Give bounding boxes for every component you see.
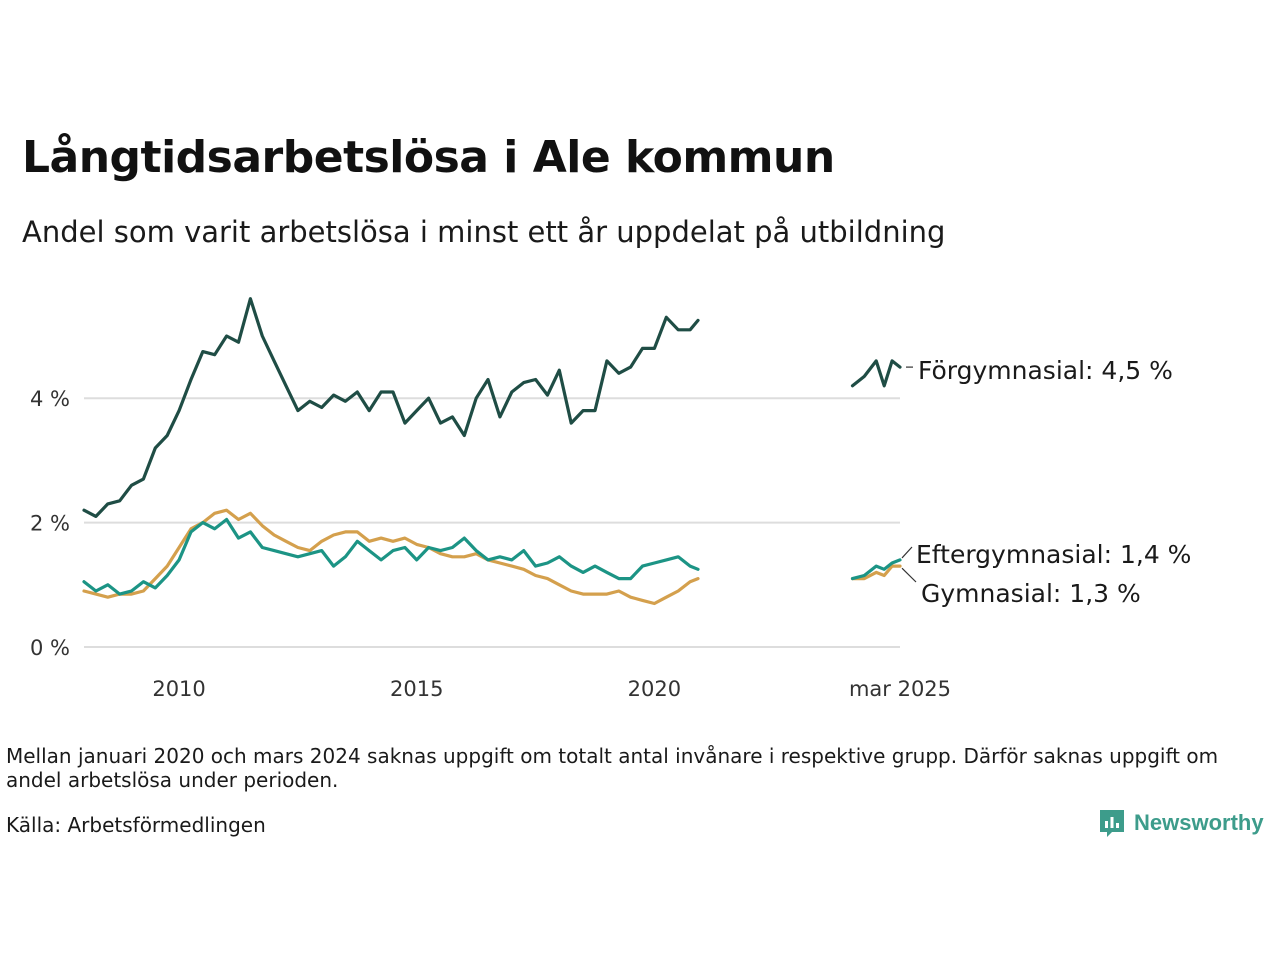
label-layer: Förgymnasial: 4,5 % Eftergymnasial: 1,4 %… — [901, 356, 1191, 608]
chart-title: Långtidsarbetslösa i Ale kommun — [22, 132, 835, 183]
brand-logo: Newsworthy — [1098, 808, 1264, 838]
leader-line — [901, 567, 917, 583]
line-chart: Förgymnasial: 4,5 % Eftergymnasial: 1,4 %… — [30, 297, 1191, 701]
y-tick-label: 2 % — [30, 512, 70, 536]
footnote: Mellan januari 2020 och mars 2024 saknas… — [6, 744, 1219, 792]
leader-line — [901, 546, 913, 559]
source-note: Källa: Arbetsförmedlingen — [6, 813, 266, 837]
series-line-gymnasial — [82, 508, 700, 606]
y-tick-label: 4 % — [30, 387, 70, 411]
series-line-gymnasial — [850, 564, 902, 581]
series-line-forgymnasial — [82, 297, 700, 518]
y-tick-label: 0 % — [30, 636, 70, 660]
brand-name: Newsworthy — [1134, 810, 1264, 835]
series-line-eftergymnasial — [82, 517, 700, 596]
series-line-eftergymnasial — [850, 558, 902, 581]
end-label-eftergymnasial: Eftergymnasial: 1,4 % — [916, 540, 1191, 569]
x-tick-label: 2020 — [628, 677, 681, 701]
x-tick-label: 2010 — [152, 677, 205, 701]
x-tick-label: 2015 — [390, 677, 443, 701]
end-label-forgymnasial: Förgymnasial: 4,5 % — [918, 356, 1173, 385]
x-tick-label: mar 2025 — [849, 677, 951, 701]
grid-layer — [84, 397, 900, 648]
axis-layer: 0 % 2 % 4 % 2010 2015 2020 mar 2025 — [30, 387, 951, 701]
newsworthy-icon — [1100, 810, 1124, 837]
series-layer — [82, 297, 902, 606]
end-label-gymnasial: Gymnasial: 1,3 % — [921, 579, 1141, 608]
chart-subtitle: Andel som varit arbetslösa i minst ett å… — [22, 215, 946, 249]
series-line-forgymnasial — [850, 359, 902, 388]
